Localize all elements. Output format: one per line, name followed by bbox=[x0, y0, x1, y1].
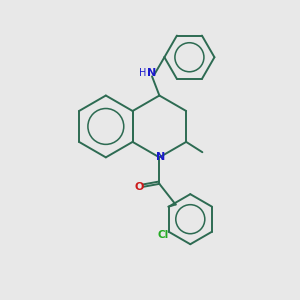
Text: H: H bbox=[139, 68, 146, 78]
Text: O: O bbox=[134, 182, 143, 192]
Text: Cl: Cl bbox=[158, 230, 169, 240]
Text: N: N bbox=[146, 68, 156, 78]
Text: N: N bbox=[156, 152, 165, 162]
